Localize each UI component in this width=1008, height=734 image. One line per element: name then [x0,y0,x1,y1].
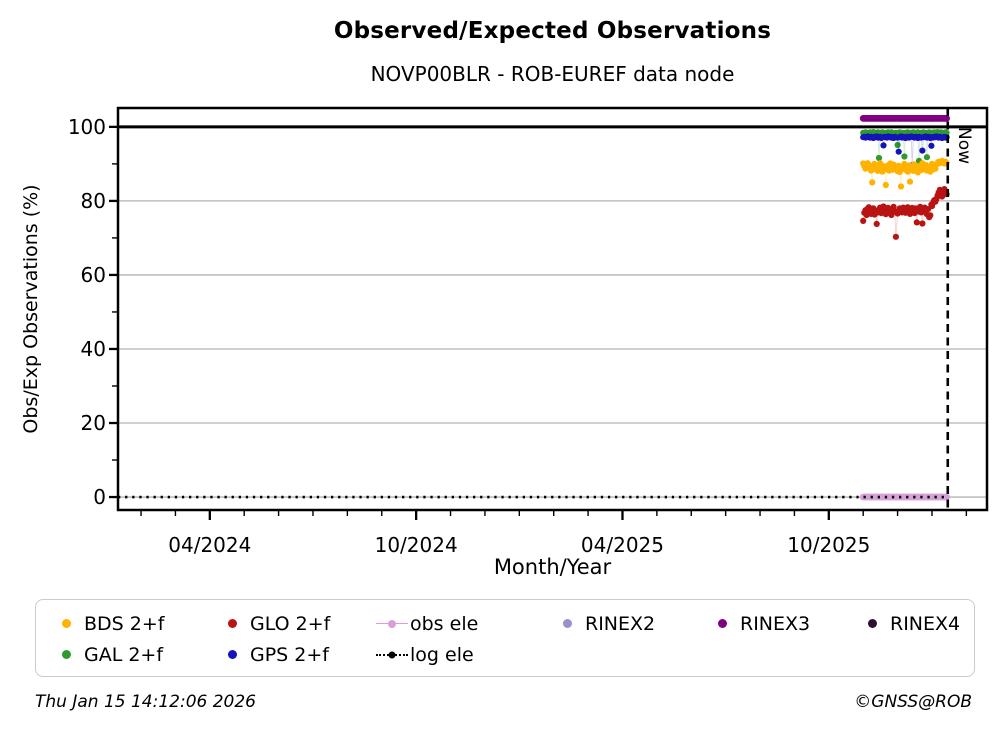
data-point [895,148,902,155]
line-dot-icon [376,619,408,629]
legend-item-rinex2: RINEX2 [549,608,704,639]
legend-item-gal-2-f: GAL 2+f [48,639,214,670]
y-tick-label: 20 [80,411,106,435]
legend-label-gal-2-f: GAL 2+f [84,643,164,666]
legend-item-rinex4: RINEX4 [854,608,974,639]
y-tick-label: 40 [80,336,106,361]
data-point [894,141,901,149]
bds-2-f-marker-icon [48,619,84,628]
data-point [928,142,935,149]
series-points-RINEX3 [859,115,950,122]
legend-box: BDS 2+f GLO 2+f obs ele RINEX2 RINEX3 RINEX4 G… [35,599,975,677]
dot-icon [562,619,572,628]
gal-2-f-marker-icon [48,650,84,659]
dotted-line-dot-icon [376,650,408,660]
log-ele-marker-icon [374,650,410,660]
chart-title: Observed/Expected Observations [333,18,772,44]
x-tick-label: 10/2024 [374,533,458,557]
legend-item-glo-2-f: GLO 2+f [214,608,374,639]
data-point [875,154,883,162]
data-point [873,220,880,227]
x-axis-label: Month/Year [493,555,612,579]
data-point [860,217,867,224]
data-point [869,179,876,186]
data-point [919,220,926,227]
data-point [880,142,887,149]
y-axis-label: Obs/Exp Observations (%) [20,184,42,434]
legend-label-rinex2: RINEX2 [585,612,656,635]
x-tick-label: 10/2025 [787,533,871,557]
rinex4-marker-icon [854,619,890,628]
data-point [923,154,931,161]
legend-item-gps-2-f: GPS 2+f [214,639,374,670]
legend-label-rinex4: RINEX4 [890,612,961,635]
data-point [943,115,950,122]
data-point [906,178,914,185]
rinex3-marker-icon [704,619,740,628]
footer-copyright: ©GNSS@ROB [854,692,972,712]
rinex2-marker-icon [549,619,585,628]
legend-label-gps-2-f: GPS 2+f [250,643,329,666]
data-point [913,219,920,226]
legend-label-obs-ele: obs ele [410,612,479,635]
dot-icon [61,650,71,659]
series-points-GPS 2+f [860,133,950,169]
dot-icon [61,619,71,628]
data-point [892,233,900,240]
legend-item-bds-2-f: BDS 2+f [48,608,214,639]
glo-2-f-marker-icon [214,619,250,628]
x-tick-label: 04/2025 [580,533,665,557]
data-point [897,183,905,190]
dot-icon [227,619,237,628]
y-tick-label: 100 [67,114,106,139]
dot-icon [717,619,727,628]
series-points-GLO 2+f [860,186,950,240]
legend-label-glo-2-f: GLO 2+f [250,612,331,635]
legend-label-log-ele: log ele [410,643,474,666]
dot-icon [227,650,237,659]
y-tick-label: 80 [80,188,106,213]
series-points-BDS 2+f [860,157,950,190]
gps-2-f-marker-icon [214,650,250,659]
legend-label-rinex3: RINEX3 [740,612,811,635]
legend-dot [388,619,396,628]
y-tick-label: 0 [93,485,106,510]
plot-frame [116,106,989,512]
footer-timestamp: Thu Jan 15 14:12:06 2026 [35,692,256,712]
legend-label-bds-2-f: BDS 2+f [84,612,165,635]
legend-dot [388,651,396,658]
legend-item-rinex3: RINEX3 [704,608,854,639]
y-tick-label: 60 [80,262,106,287]
data-point [943,493,950,501]
data-point [901,153,908,160]
legend-item-log-ele: log ele [374,639,549,670]
data-point [927,212,934,219]
chart-subtitle: NOVP00BLR - ROB-EUREF data node [370,62,735,86]
obs-ele-marker-icon [374,619,410,629]
data-point [882,181,889,189]
x-tick-label: 04/2024 [168,533,252,557]
data-point [919,147,926,154]
legend-item-obs-ele: obs ele [374,608,549,639]
dot-icon [867,619,877,628]
now-marker-label: Now [954,127,974,165]
